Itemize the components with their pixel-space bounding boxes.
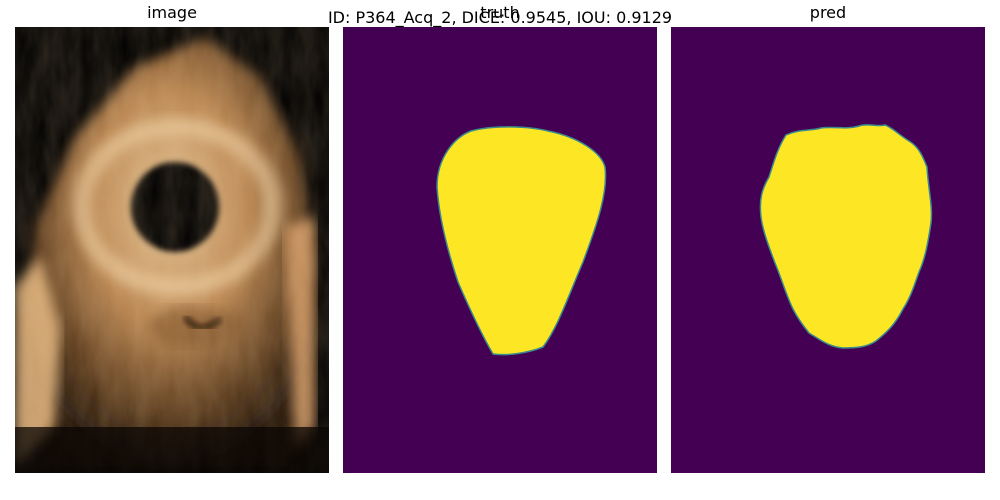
truth-mask: [343, 27, 657, 473]
figure-suptitle: ID: P364_Acq_2, DICE: 0.9545, IOU: 0.912…: [0, 8, 1000, 27]
pred-mask: [671, 27, 985, 473]
image-panel: [15, 27, 329, 473]
pred-panel: [671, 27, 985, 473]
truth-panel: [343, 27, 657, 473]
ultrasound-image: [15, 27, 329, 473]
